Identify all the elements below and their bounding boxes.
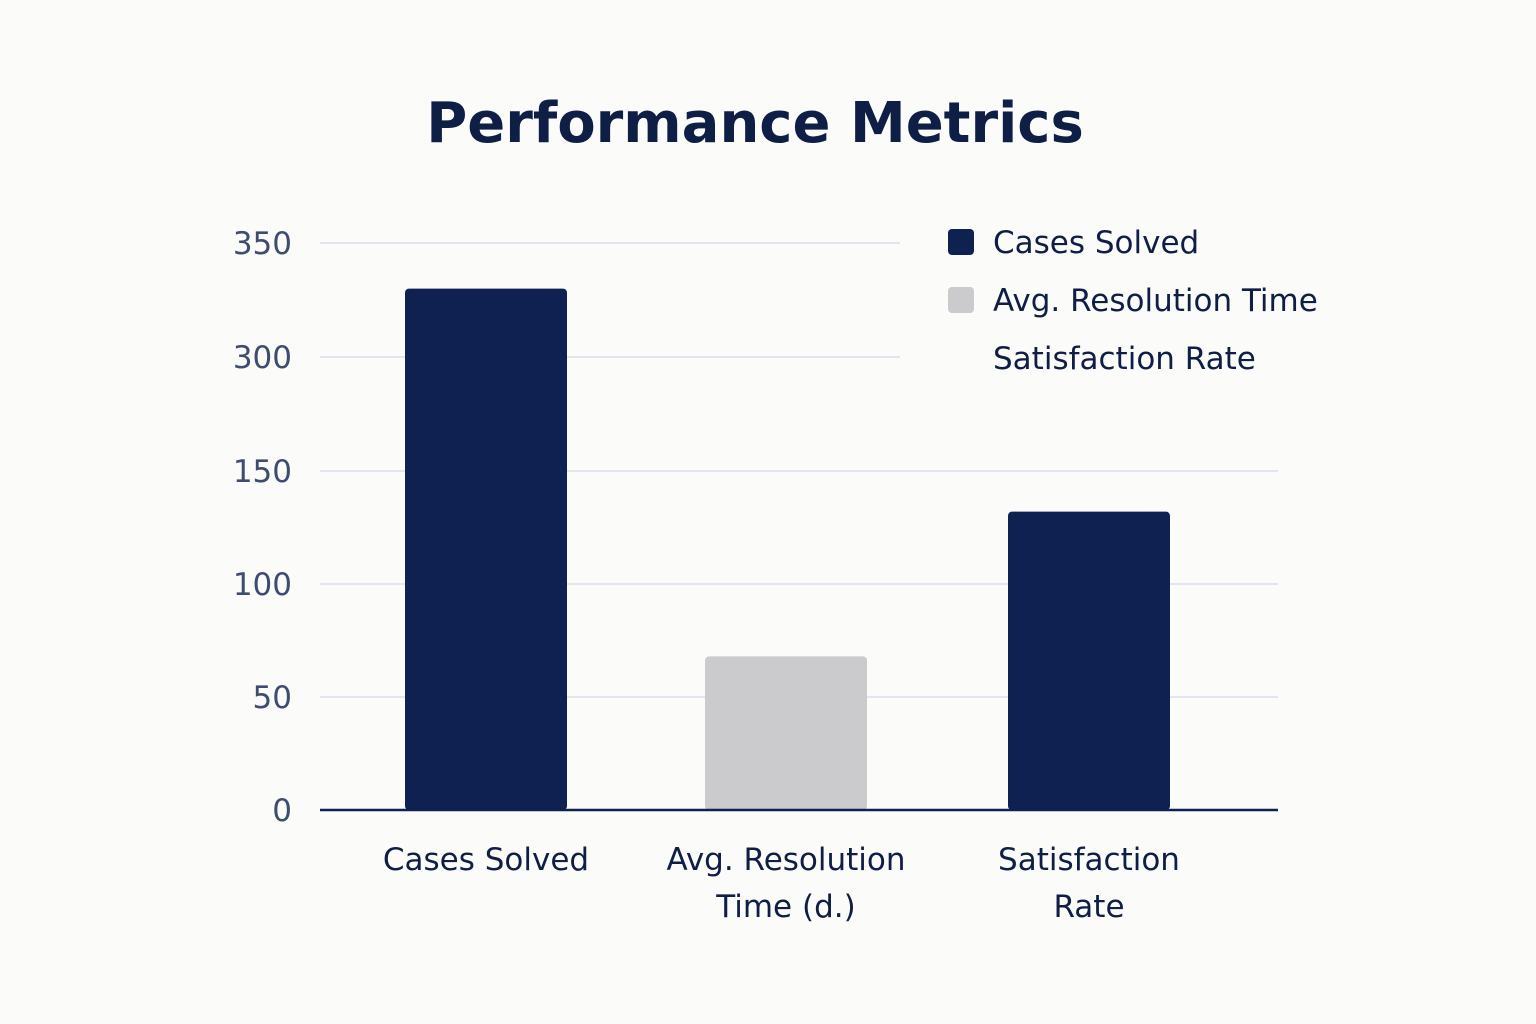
x-category-label: Time (d.) xyxy=(715,889,855,925)
y-tick-label: 100 xyxy=(233,567,292,603)
y-tick-label: 50 xyxy=(253,680,292,716)
x-category-label: Cases Solved xyxy=(383,842,589,878)
x-category-label: Satisfaction xyxy=(998,842,1180,878)
legend-label: Satisfaction Rate xyxy=(993,341,1256,377)
bar xyxy=(405,288,567,811)
legend-swatch xyxy=(948,287,974,313)
y-axis-tick-labels: 0 50 100 150 300 350 xyxy=(233,226,292,829)
x-axis-category-labels: Cases Solved Avg. Resolution Time (d.) Sati… xyxy=(383,842,1180,925)
y-tick-label: 300 xyxy=(233,340,292,376)
y-tick-label: 0 xyxy=(272,793,292,829)
bar xyxy=(705,656,867,810)
bar xyxy=(1008,511,1170,810)
legend-label: Avg. Resolution Time xyxy=(993,283,1318,319)
legend-swatch xyxy=(948,229,974,255)
legend-label: Cases Solved xyxy=(993,225,1199,261)
legend: Cases Solved Avg. Resolution Time Satisfac… xyxy=(948,225,1318,377)
x-category-label: Avg. Resolution xyxy=(666,842,905,878)
y-tick-label: 150 xyxy=(233,454,292,490)
y-tick-label: 350 xyxy=(233,226,292,262)
x-category-label: Rate xyxy=(1053,889,1124,925)
chart-title: Performance Metrics xyxy=(426,91,1084,156)
bars xyxy=(405,288,1170,811)
